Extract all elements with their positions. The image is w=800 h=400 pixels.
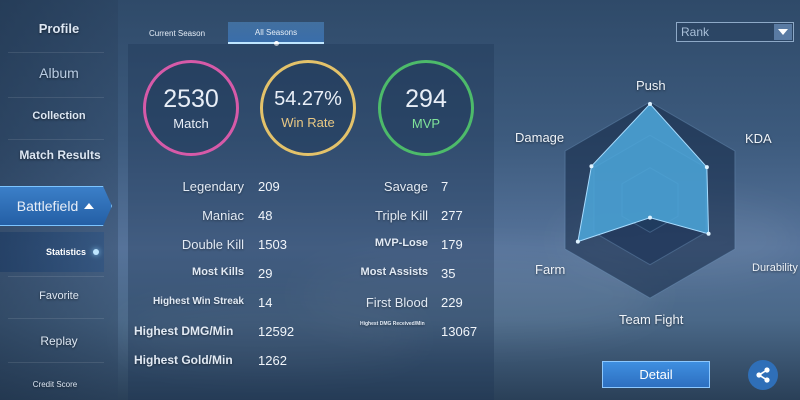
divider [8,318,104,319]
sidebar-item-collection[interactable]: Collection [32,110,86,122]
sidebar-item-album[interactable]: Album [39,65,79,81]
share-button[interactable] [748,360,778,390]
mvp-count: 294 [405,84,447,113]
stat-label-highest-dmg-min: Highest DMG/Min [134,324,234,338]
stat-label-highest-win-streak: Highest Win Streak [152,296,244,307]
stat-value-mvp-lose: 179 [441,237,463,252]
match-count: 2530 [163,84,219,113]
rank-select-value: Rank [681,25,710,39]
radar-label-damage: Damage [515,130,565,145]
sidebar-item-match-results[interactable]: Match Results [19,148,101,162]
stat-label-maniac: Maniac [202,208,244,223]
match-ring: 2530 Match [143,60,239,156]
stat-label-most-kills: Most Kills [192,266,244,278]
match-label: Match [173,115,209,131]
sidebar-item-label: Statistics [46,247,87,257]
stat-label-savage: Savage [383,179,428,194]
stat-value-maniac: 48 [258,208,273,223]
stat-label-most-assists: Most Assists [360,266,428,278]
selected-indicator [93,249,99,255]
radar-label-push: Push [636,78,666,93]
sidebar: Profile Album Collection Match Results B… [0,0,118,400]
stat-value-double-kill: 1503 [258,237,287,252]
stat-value-highest-gold-min: 1262 [258,353,287,368]
divider [8,52,104,53]
stat-value-savage: 7 [441,179,449,194]
radar-label-farm: Farm [535,262,566,277]
radar-label-team-fight: Team Fight [619,312,684,327]
share-icon [756,367,770,383]
divider [8,97,104,98]
sidebar-item-credit-score[interactable]: Credit Score [32,380,78,389]
sidebar-item-favorite[interactable]: Favorite [39,290,79,302]
sidebar-item-label: Battlefield [16,198,79,214]
sidebar-item-profile[interactable]: Profile [38,21,80,36]
divider [8,139,104,140]
chevron-up-icon [84,203,95,209]
radar-label-durability: Durability [752,262,798,274]
chevron-down-icon[interactable] [774,24,792,40]
stat-label-first-blood: First Blood [365,295,428,310]
rank-select[interactable]: Rank [676,22,794,42]
radar-point-push [648,101,652,106]
stat-label-mvp-lose: MVP-Lose [374,237,428,249]
stat-label-legendary: Legendary [182,179,244,194]
stat-value-most-kills: 29 [258,266,273,281]
divider [8,362,104,363]
divider [8,276,104,277]
radar-label-kda: KDA [745,131,772,146]
radar-point-kda [704,165,709,170]
win-rate-value: 54.27% [274,88,342,110]
tab-label: All Seasons [254,27,298,37]
stat-value-highest-dmg-received-min: 13067 [441,324,478,339]
stat-value-highest-win-streak: 14 [258,295,273,310]
stat-label-double-kill: Double Kill [181,237,244,252]
stat-value-first-blood: 229 [441,295,463,310]
sidebar-item-statistics[interactable]: Statistics [0,232,104,272]
tab-current-season[interactable]: Current Season [148,28,206,38]
win-rate-ring: 54.27% Win Rate [260,60,356,156]
stat-value-triple-kill: 277 [441,208,463,223]
stat-value-most-assists: 35 [441,266,456,281]
sidebar-item-replay[interactable]: Replay [40,334,78,348]
sidebar-item-battlefield[interactable]: Battlefield [0,186,112,226]
stat-value-highest-dmg-min: 12592 [258,324,295,339]
mvp-label: MVP [411,115,441,131]
stat-label-highest-dmg-received-min: Highest DMG Received/Min [360,321,425,327]
stat-value-legendary: 209 [258,179,280,194]
win-rate-label: Win Rate [281,115,335,130]
active-tab-indicator [274,41,279,46]
detail-button[interactable]: Detail [602,361,710,388]
radar-point-damage [589,164,594,169]
stat-label-highest-gold-min: Highest Gold/Min [134,353,233,367]
mvp-ring: 294 MVP [378,60,474,156]
tab-all-seasons[interactable]: All Seasons [228,22,324,46]
stat-label-triple-kill: Triple Kill [375,208,428,223]
